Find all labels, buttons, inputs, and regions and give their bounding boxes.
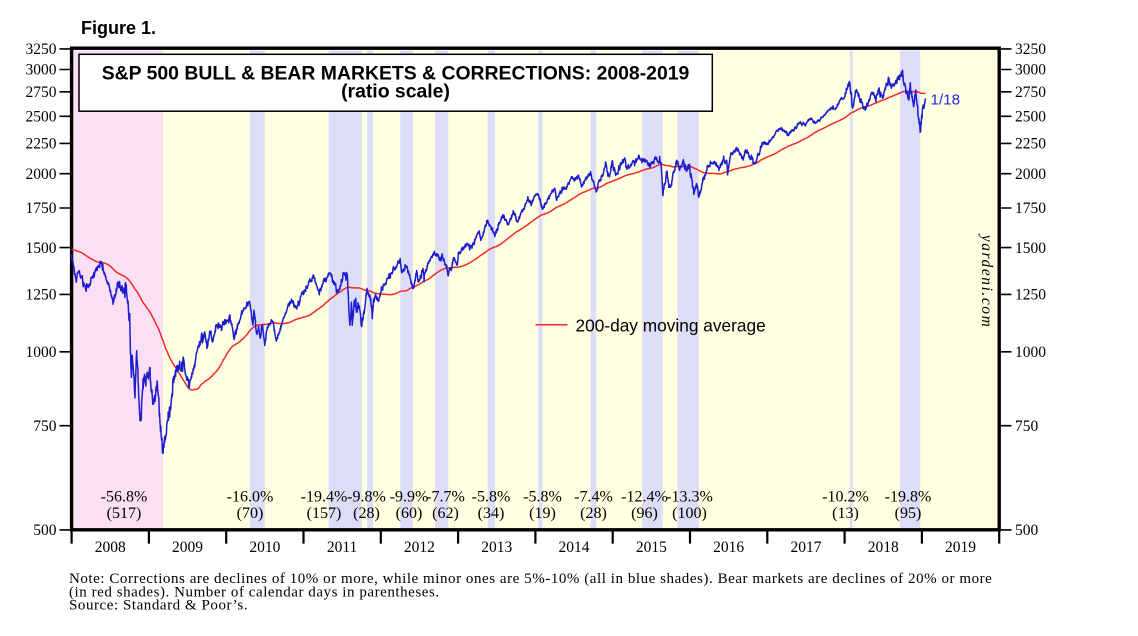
svg-text:(19): (19)	[529, 505, 556, 522]
svg-text:(70): (70)	[237, 505, 264, 522]
svg-text:2011: 2011	[327, 539, 357, 556]
svg-text:(96): (96)	[631, 505, 658, 522]
svg-text:2016: 2016	[713, 539, 744, 556]
svg-text:(in red shades). Number of cal: (in red shades). Number of calendar days…	[69, 584, 440, 600]
svg-text:1500: 1500	[1015, 240, 1046, 257]
svg-text:2009: 2009	[172, 539, 203, 556]
svg-text:1750: 1750	[26, 200, 57, 217]
svg-text:1000: 1000	[1015, 344, 1046, 361]
svg-text:2750: 2750	[1015, 84, 1046, 101]
svg-text:3000: 3000	[1015, 62, 1046, 79]
svg-text:(28): (28)	[353, 505, 380, 522]
svg-text:3250: 3250	[26, 41, 57, 58]
svg-text:-9.9%: -9.9%	[390, 489, 429, 506]
svg-text:1750: 1750	[1015, 200, 1046, 217]
svg-text:750: 750	[33, 418, 57, 435]
svg-text:2014: 2014	[559, 539, 590, 556]
svg-text:500: 500	[33, 522, 57, 539]
svg-text:(62): (62)	[432, 505, 459, 522]
svg-text:-7.7%: -7.7%	[426, 489, 465, 506]
svg-text:(ratio scale): (ratio scale)	[341, 80, 450, 102]
svg-text:S&P 500 BULL & BEAR MARKETS &: S&P 500 BULL & BEAR MARKETS & CORRECTION…	[102, 63, 690, 85]
svg-text:2250: 2250	[1015, 136, 1046, 153]
svg-text:3000: 3000	[26, 62, 57, 79]
svg-text:3250: 3250	[1015, 41, 1046, 58]
svg-text:-7.4%: -7.4%	[574, 489, 613, 506]
svg-text:2010: 2010	[249, 539, 280, 556]
svg-text:Figure 1.: Figure 1.	[81, 18, 156, 38]
svg-text:(100): (100)	[672, 505, 707, 522]
svg-text:-5.8%: -5.8%	[472, 489, 511, 506]
svg-text:-16.0%: -16.0%	[227, 489, 274, 506]
svg-text:(60): (60)	[396, 505, 423, 522]
svg-text:2000: 2000	[1015, 166, 1046, 183]
svg-text:2008: 2008	[95, 539, 126, 556]
svg-text:200-day moving average: 200-day moving average	[576, 316, 766, 336]
svg-text:-5.8%: -5.8%	[523, 489, 562, 506]
svg-text:-13.3%: -13.3%	[666, 489, 713, 506]
svg-text:(517): (517)	[107, 505, 142, 522]
svg-text:-19.8%: -19.8%	[885, 489, 932, 506]
svg-text:Note: Corrections are declines: Note: Corrections are declines of 10% or…	[69, 571, 992, 587]
svg-text:500: 500	[1015, 522, 1039, 539]
svg-text:2500: 2500	[1015, 109, 1046, 126]
svg-text:750: 750	[1015, 418, 1039, 435]
svg-text:2750: 2750	[26, 84, 57, 101]
svg-text:2250: 2250	[26, 136, 57, 153]
svg-text:2000: 2000	[26, 166, 57, 183]
svg-text:2012: 2012	[404, 539, 435, 556]
svg-text:1250: 1250	[1015, 287, 1046, 304]
svg-text:-19.4%: -19.4%	[301, 489, 348, 506]
svg-text:(34): (34)	[478, 505, 505, 522]
svg-text:2017: 2017	[791, 539, 822, 556]
svg-text:1000: 1000	[26, 344, 57, 361]
svg-text:yardeni.com: yardeni.com	[978, 233, 995, 329]
svg-text:(157): (157)	[307, 505, 342, 522]
svg-text:2018: 2018	[868, 539, 899, 556]
svg-text:-12.4%: -12.4%	[621, 489, 668, 506]
svg-text:(95): (95)	[895, 505, 922, 522]
svg-text:2500: 2500	[26, 109, 57, 126]
svg-text:(28): (28)	[580, 505, 607, 522]
svg-text:2015: 2015	[636, 539, 667, 556]
svg-text:1500: 1500	[26, 240, 57, 257]
svg-text:2019: 2019	[945, 539, 976, 556]
svg-text:-56.8%: -56.8%	[101, 489, 148, 506]
svg-text:1250: 1250	[26, 287, 57, 304]
svg-text:-10.2%: -10.2%	[822, 489, 869, 506]
svg-text:2013: 2013	[481, 539, 512, 556]
svg-text:(13): (13)	[832, 505, 859, 522]
svg-text:Source: Standard & Poor’s.: Source: Standard & Poor’s.	[69, 598, 248, 614]
svg-text:-9.8%: -9.8%	[347, 489, 386, 506]
svg-text:1/18: 1/18	[931, 92, 961, 109]
